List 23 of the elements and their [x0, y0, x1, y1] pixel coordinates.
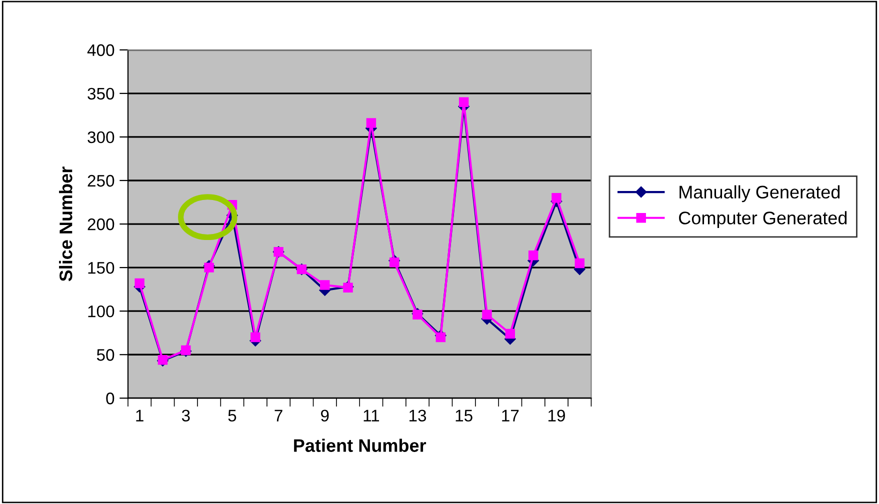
x-tick-label: 11: [364, 410, 380, 422]
y-tick-label: 150: [88, 262, 114, 274]
x-tick-label: 19: [548, 410, 565, 422]
y-tick-label: 100: [88, 305, 114, 318]
y-axis-title: Slice Number: [59, 166, 72, 282]
y-tick-label: 400: [87, 44, 114, 56]
x-tick-label: 15: [456, 410, 472, 422]
y-tick-label: 250: [88, 174, 114, 187]
x-tick-label: 3: [182, 410, 190, 422]
legend-label: Manually Generated: [680, 185, 840, 202]
x-axis-title: Patient Number: [294, 438, 426, 452]
x-tick-label: 9: [321, 410, 329, 422]
x-tick-label: 13: [410, 410, 426, 422]
y-tick-label: 350: [88, 88, 114, 100]
x-tick-label: 7: [274, 410, 282, 422]
y-tick-label: 200: [88, 218, 114, 230]
x-tick-label: 5: [228, 410, 236, 422]
x-tick-label: 17: [502, 410, 519, 422]
legend-label: Computer Generated: [679, 211, 847, 228]
x-tick-label: 1: [136, 410, 144, 422]
y-tick-label: 50: [96, 349, 114, 361]
y-tick-label: 0: [106, 392, 114, 404]
y-tick-label: 300: [88, 131, 114, 144]
